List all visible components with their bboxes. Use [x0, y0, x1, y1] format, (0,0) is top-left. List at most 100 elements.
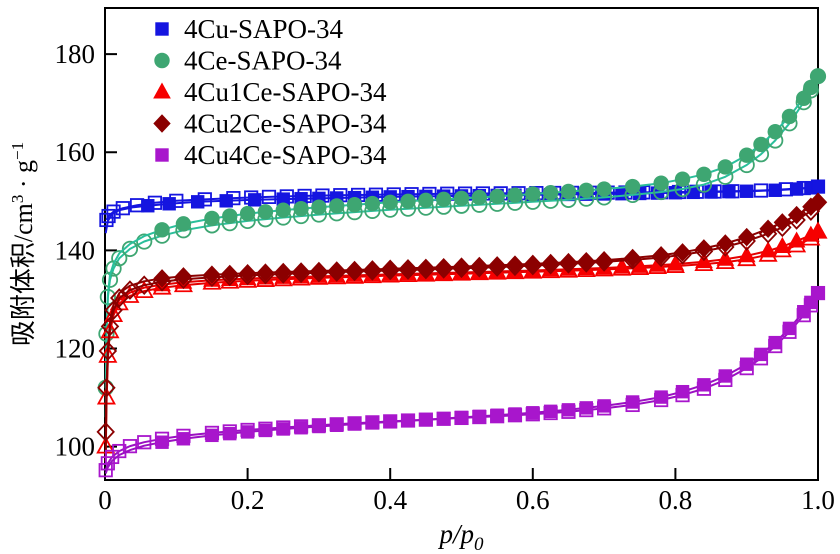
data-marker — [508, 407, 522, 421]
data-marker — [666, 254, 685, 271]
data-marker — [104, 300, 123, 321]
data-marker — [759, 241, 777, 258]
data-marker — [722, 184, 736, 199]
data-marker — [112, 443, 127, 459]
x-tick-label: 0.4 — [373, 485, 407, 515]
data-marker — [155, 148, 169, 162]
adsorption-branch — [104, 193, 827, 457]
data-marker — [110, 288, 129, 308]
data-marker — [346, 197, 363, 213]
data-marker — [737, 246, 756, 263]
desorption-branch — [98, 285, 826, 478]
data-marker — [782, 321, 797, 336]
data-marker — [787, 231, 806, 248]
data-marker — [773, 236, 792, 253]
data-marker — [579, 401, 593, 415]
data-marker — [811, 286, 825, 300]
data-marker — [696, 166, 712, 183]
data-marker — [740, 184, 754, 198]
data-marker — [507, 187, 523, 203]
data-marker — [347, 417, 362, 431]
data-marker — [577, 251, 595, 271]
data-marker — [274, 262, 292, 282]
data-marker — [153, 269, 171, 288]
data-marker — [238, 263, 257, 283]
data-marker — [190, 195, 205, 209]
data-marker — [524, 254, 542, 274]
data-marker — [137, 435, 152, 450]
data-marker — [789, 182, 804, 196]
data-marker — [399, 259, 417, 278]
data-marker — [381, 259, 399, 279]
data-marker — [697, 378, 711, 392]
data-marker — [718, 369, 733, 383]
data-marker — [100, 316, 120, 337]
data-marker — [754, 347, 768, 362]
data-marker — [796, 90, 812, 106]
data-marker — [155, 22, 169, 36]
data-marker — [810, 68, 826, 84]
data-marker — [803, 79, 819, 96]
x-tick-label: 0.6 — [516, 485, 550, 515]
data-marker — [673, 243, 692, 262]
data-marker — [400, 193, 416, 210]
data-marker — [624, 178, 641, 195]
data-marker — [716, 234, 734, 253]
data-marker — [223, 426, 237, 441]
legend-item-4Cu2Ce-SAPO-34: 4Cu2Ce-SAPO-34 — [153, 109, 387, 139]
data-marker — [674, 171, 691, 187]
data-marker — [739, 147, 755, 163]
x-tick-label: 0.8 — [659, 485, 693, 515]
series-4Cu2Ce-SAPO-34 — [96, 192, 828, 457]
data-marker — [383, 415, 397, 429]
data-marker — [203, 265, 221, 284]
data-marker — [311, 199, 327, 215]
data-marker — [401, 414, 415, 428]
series-4Ce-SAPO-34 — [97, 68, 827, 418]
data-marker — [261, 189, 277, 204]
data-marker — [364, 195, 381, 212]
data-marker — [541, 253, 560, 273]
data-marker — [472, 409, 487, 424]
data-marker — [418, 192, 434, 209]
data-marker — [781, 108, 798, 125]
data-marker — [221, 264, 239, 284]
data-marker — [162, 197, 176, 211]
data-marker — [293, 200, 309, 217]
data-marker — [435, 191, 452, 208]
data-marker — [525, 186, 541, 202]
data-marker — [490, 408, 504, 422]
data-marker — [330, 418, 344, 432]
data-marker — [787, 205, 806, 225]
legend-label: 4Cu1Ce-SAPO-34 — [184, 77, 387, 107]
data-marker — [809, 193, 827, 212]
data-marker — [560, 183, 577, 200]
data-marker — [141, 199, 155, 213]
legend-label: 4Cu2Ce-SAPO-34 — [184, 109, 387, 139]
adsorption-branch — [104, 222, 827, 462]
x-axis: 0 0.2 0.4 0.6 0.8 1.0 — [98, 468, 835, 515]
data-marker — [809, 222, 827, 239]
data-marker — [153, 114, 171, 133]
data-marker — [753, 136, 769, 153]
data-marker — [454, 410, 469, 425]
y-tick-label: 180 — [55, 39, 96, 69]
data-marker — [175, 216, 192, 232]
data-marker — [419, 412, 433, 427]
data-marker — [613, 257, 631, 274]
data-marker — [329, 198, 345, 214]
data-marker — [716, 249, 735, 266]
data-marker — [122, 439, 138, 454]
data-marker — [240, 425, 255, 439]
desorption-line — [104, 201, 819, 432]
data-marker — [176, 432, 191, 446]
data-marker — [276, 422, 290, 436]
data-marker — [256, 263, 275, 282]
data-marker — [717, 159, 734, 175]
data-marker — [623, 248, 642, 268]
data-marker — [382, 194, 398, 210]
data-marker — [434, 257, 453, 277]
data-marker — [768, 183, 782, 197]
